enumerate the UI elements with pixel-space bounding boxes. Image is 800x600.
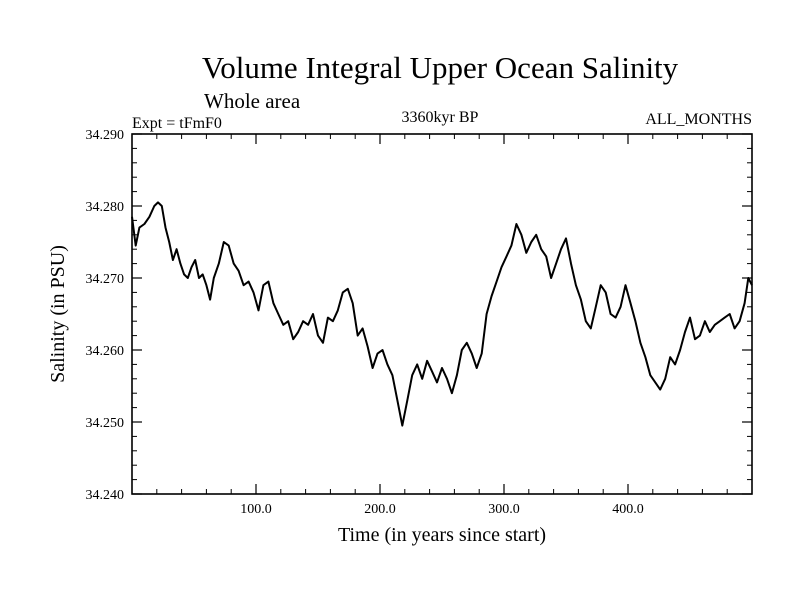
- plot-frame: [131, 133, 753, 495]
- experiment-label: Expt = tFmF0: [132, 115, 222, 132]
- y-tick-label: 34.280: [86, 200, 125, 215]
- months-label: ALL_MONTHS: [645, 111, 752, 128]
- period-label: 3360kyr BP: [402, 109, 479, 126]
- axis-ticks: [132, 133, 752, 495]
- x-tick-label: 300.0: [488, 502, 520, 517]
- x-axis-label: Time (in years since start): [338, 524, 546, 546]
- x-tick-labels: 100.0 200.0 300.0 400.0: [240, 502, 644, 517]
- x-tick-label: 100.0: [240, 502, 272, 517]
- salinity-series-line: [131, 201, 753, 427]
- chart-subtitle: Whole area: [204, 89, 301, 113]
- y-tick-label: 34.270: [86, 272, 125, 287]
- x-tick-label: 400.0: [612, 502, 644, 517]
- y-tick-label: 34.290: [86, 128, 125, 143]
- x-tick-label: 200.0: [364, 502, 396, 517]
- y-tick-label: 34.250: [86, 416, 125, 431]
- y-axis-label: Salinity (in PSU): [47, 245, 69, 383]
- y-tick-label: 34.260: [86, 344, 125, 359]
- chart-title: Volume Integral Upper Ocean Salinity: [202, 50, 679, 85]
- y-tick-labels: 34.240 34.250 34.260 34.270 34.280 34.290: [86, 128, 125, 503]
- y-tick-label: 34.240: [86, 488, 125, 503]
